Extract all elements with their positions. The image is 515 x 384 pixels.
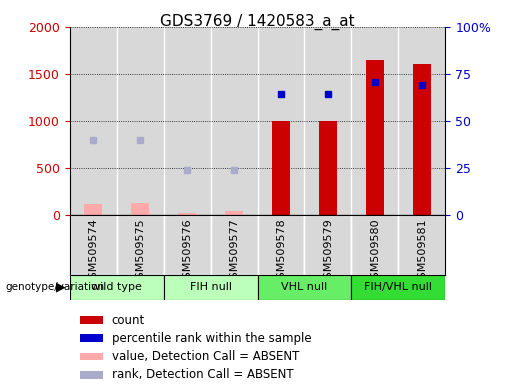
Text: GSM509575: GSM509575 <box>135 218 145 286</box>
Bar <box>399 27 445 215</box>
Bar <box>80 316 103 324</box>
Bar <box>413 64 432 215</box>
Bar <box>225 211 244 215</box>
Bar <box>116 215 164 275</box>
Bar <box>80 334 103 342</box>
Text: FIH null: FIH null <box>190 282 232 292</box>
Text: value, Detection Call = ABSENT: value, Detection Call = ABSENT <box>112 350 299 363</box>
Bar <box>211 27 258 215</box>
Bar <box>258 215 304 275</box>
Text: GSM509576: GSM509576 <box>182 218 192 286</box>
Bar <box>70 215 116 275</box>
Bar <box>80 353 103 361</box>
Text: GSM509581: GSM509581 <box>417 218 427 286</box>
Text: genotype/variation: genotype/variation <box>5 282 104 292</box>
Bar <box>70 275 164 300</box>
Text: count: count <box>112 313 145 326</box>
Text: ▶: ▶ <box>56 280 65 293</box>
Text: VHL null: VHL null <box>281 282 328 292</box>
Bar <box>178 213 196 215</box>
Bar <box>352 27 399 215</box>
Bar <box>304 215 352 275</box>
Text: GSM509578: GSM509578 <box>276 218 286 286</box>
Bar <box>164 215 211 275</box>
Bar <box>399 215 445 275</box>
Text: GSM509577: GSM509577 <box>229 218 239 286</box>
Bar <box>83 204 102 215</box>
Text: wild type: wild type <box>91 282 142 292</box>
Bar <box>116 27 164 215</box>
Text: rank, Detection Call = ABSENT: rank, Detection Call = ABSENT <box>112 368 294 381</box>
Bar <box>366 60 384 215</box>
Bar <box>258 27 304 215</box>
Text: FIH/VHL null: FIH/VHL null <box>365 282 433 292</box>
Text: percentile rank within the sample: percentile rank within the sample <box>112 332 312 345</box>
Bar <box>80 371 103 379</box>
Bar <box>211 215 258 275</box>
Text: GSM509579: GSM509579 <box>323 218 333 286</box>
Text: GDS3769 / 1420583_a_at: GDS3769 / 1420583_a_at <box>160 13 355 30</box>
Bar <box>271 121 290 215</box>
Bar <box>258 275 352 300</box>
Bar <box>131 203 149 215</box>
Bar <box>304 27 352 215</box>
Bar <box>164 27 211 215</box>
Bar <box>70 27 116 215</box>
Text: GSM509574: GSM509574 <box>88 218 98 286</box>
Bar <box>319 121 337 215</box>
Bar <box>352 275 445 300</box>
Text: GSM509580: GSM509580 <box>370 218 380 286</box>
Bar <box>164 275 258 300</box>
Bar <box>352 215 399 275</box>
